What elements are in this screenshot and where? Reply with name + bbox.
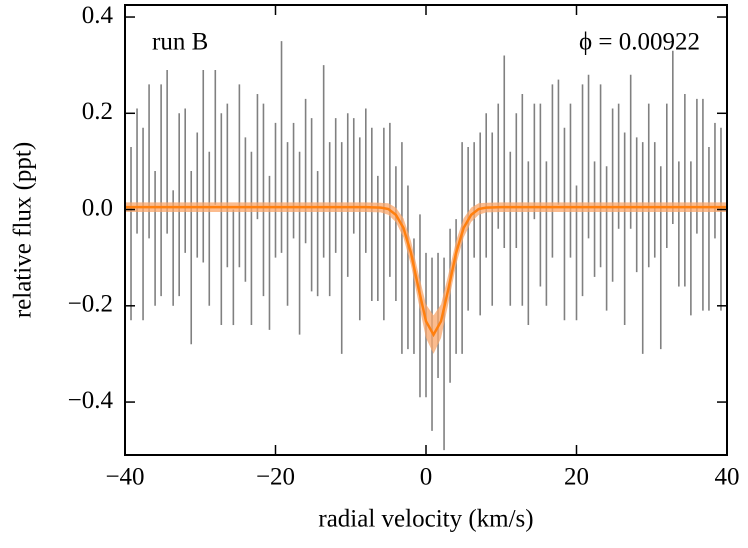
x-axis-label: radial velocity (km/s) (318, 506, 533, 533)
x-tick-label: 20 (564, 464, 589, 491)
x-tick-label: −20 (256, 464, 295, 491)
y-tick-label: −0.4 (68, 387, 114, 414)
y-tick-label: 0.4 (82, 2, 114, 29)
y-tick-label: 0.0 (82, 194, 113, 221)
model-line (125, 205, 727, 338)
y-tick-label: 0.2 (82, 98, 113, 125)
x-tick-label: −40 (105, 464, 144, 491)
y-axis-label: relative flux (ppt) (10, 142, 37, 318)
annotation: ϕ = 0.00922 (579, 29, 700, 56)
x-tick-label: 40 (715, 464, 740, 491)
x-tick-label: 0 (420, 464, 433, 491)
y-tick-label: −0.2 (68, 291, 113, 318)
annotation: run B (152, 29, 208, 56)
